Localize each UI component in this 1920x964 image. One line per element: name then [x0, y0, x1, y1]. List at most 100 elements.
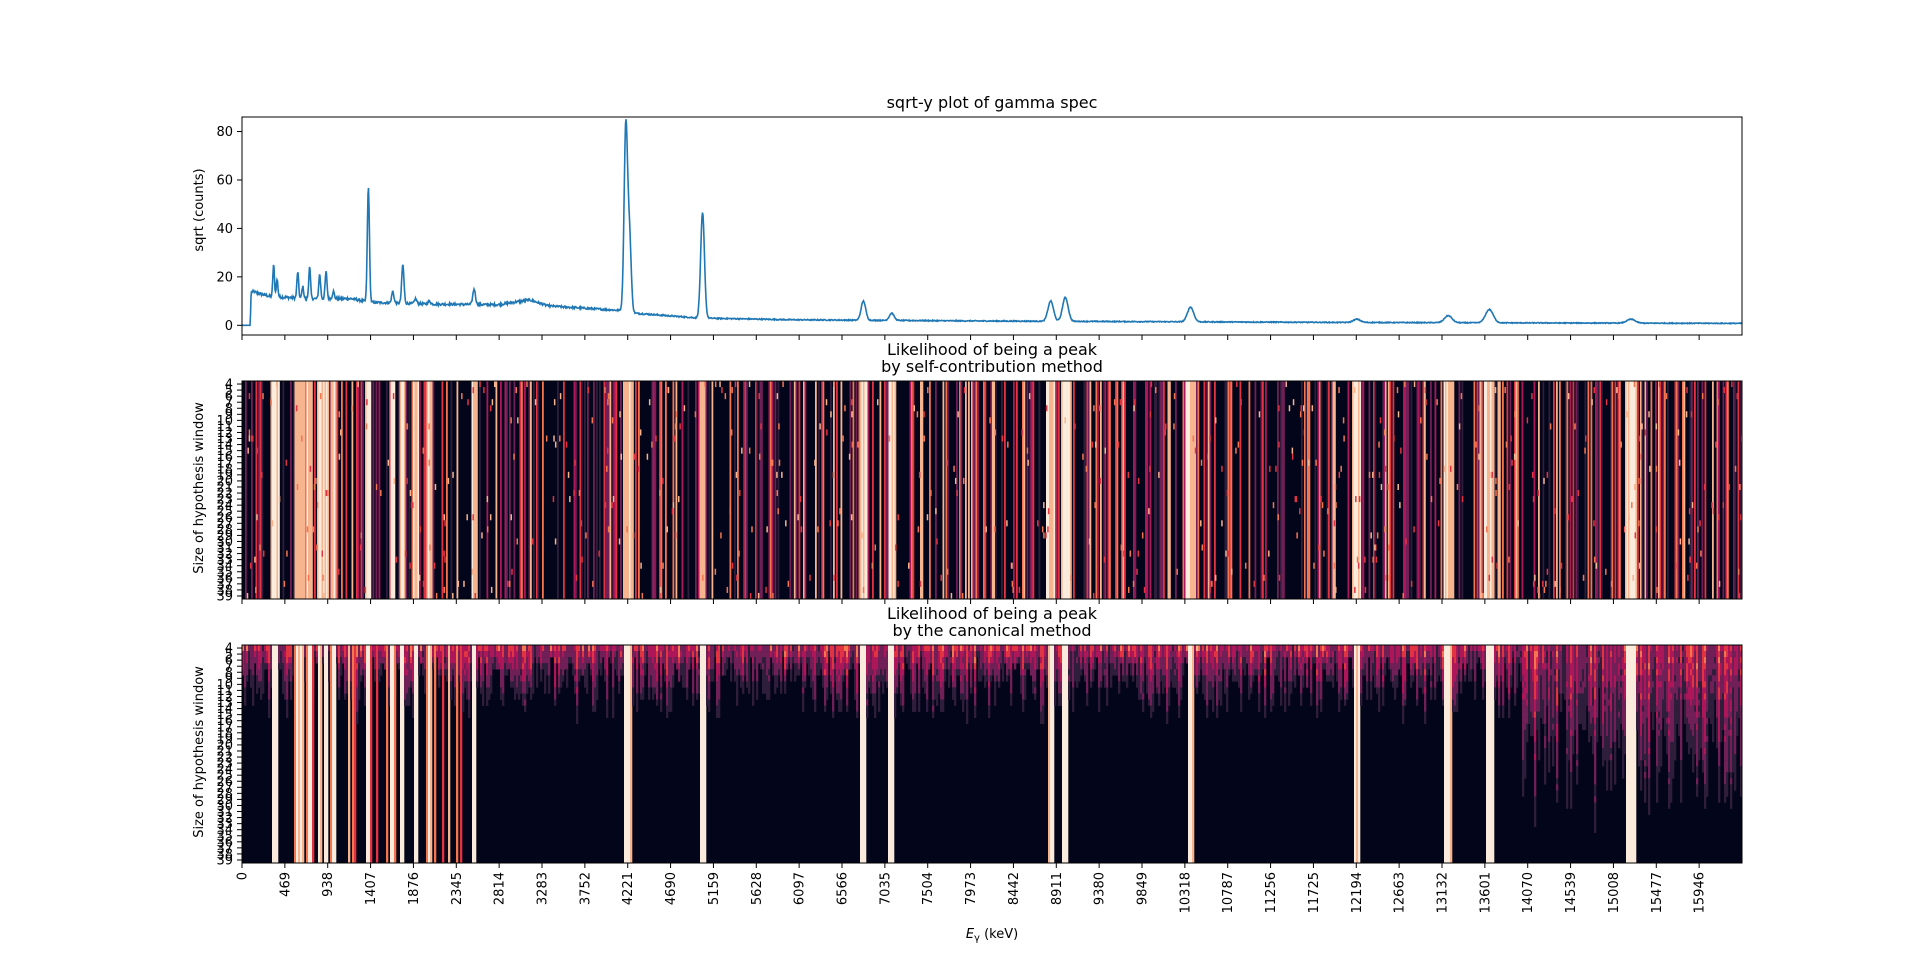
heatmap-cell	[923, 435, 926, 442]
heatmap-cell	[536, 645, 539, 652]
heatmap-cell	[446, 657, 449, 664]
heatmap-cell	[1058, 669, 1061, 676]
canonical-title-line2: by the canonical method	[892, 621, 1091, 640]
heatmap-cell	[1478, 381, 1480, 599]
heatmap-cell	[780, 651, 783, 658]
heatmap-cell	[1148, 508, 1150, 515]
heatmap-cell	[748, 669, 751, 676]
heatmap-cell	[874, 675, 877, 682]
heatmap-cell	[914, 705, 917, 712]
heatmap-cell	[772, 657, 775, 664]
heatmap-cell	[1209, 435, 1211, 442]
heatmap-cell	[502, 669, 505, 676]
heatmap-cell	[798, 663, 801, 670]
heatmap-cell	[751, 526, 753, 533]
heatmap-cell	[800, 645, 803, 652]
heatmap-cell	[615, 381, 618, 599]
heatmap-cell	[1306, 657, 1309, 664]
heatmap-cell	[682, 657, 685, 664]
heatmap-cell	[622, 657, 625, 664]
heatmap-cell	[1232, 669, 1235, 676]
heatmap-cell	[1408, 645, 1411, 652]
heatmap-cell	[652, 663, 655, 670]
heatmap-cell	[1396, 651, 1399, 658]
heatmap-cell	[1154, 663, 1157, 670]
heatmap-cell	[1024, 693, 1027, 700]
heatmap-cell	[486, 669, 489, 676]
heatmap-cell	[840, 651, 843, 658]
heatmap-cell	[966, 663, 969, 670]
heatmap-cell	[438, 651, 441, 658]
heatmap-cell	[1282, 645, 1285, 652]
heatmap-cell	[738, 490, 741, 497]
heatmap-cell	[594, 669, 597, 676]
heatmap-cell	[822, 675, 825, 682]
heatmap-cell	[282, 669, 285, 676]
heatmap-cell	[322, 592, 325, 599]
heatmap-cell	[556, 645, 559, 652]
heatmap-cell	[1374, 651, 1377, 658]
heatmap-cell	[580, 520, 583, 527]
heatmap-cell	[966, 717, 969, 725]
heatmap-cell	[722, 651, 725, 658]
heatmap-cell	[964, 663, 967, 670]
heatmap-cell	[840, 645, 843, 652]
heatmap-cell	[603, 381, 606, 599]
heatmap-cell	[512, 675, 515, 682]
heatmap-cell	[1238, 669, 1241, 676]
heatmap-cell	[1020, 645, 1023, 652]
heatmap-cell	[1617, 381, 1620, 599]
heatmap-cell	[926, 657, 929, 664]
heatmap-cell	[440, 645, 443, 652]
heatmap-cell	[1424, 387, 1427, 394]
heatmap-cell	[554, 441, 557, 448]
heatmap-cell	[1134, 651, 1137, 658]
heatmap-cell	[708, 699, 711, 706]
heatmap-cell	[1590, 381, 1593, 599]
heatmap-cell	[964, 693, 967, 700]
heatmap-cell	[840, 681, 843, 688]
heatmap-cell	[1428, 657, 1431, 664]
heatmap-cell	[926, 681, 929, 688]
heatmap-cell	[866, 693, 869, 700]
heatmap-cell	[868, 669, 871, 676]
heatmap-cell	[1358, 645, 1361, 863]
heatmap-cell	[340, 657, 343, 664]
heatmap-cell	[1343, 435, 1345, 442]
heatmap-cell	[879, 381, 882, 599]
heatmap-cell	[846, 699, 849, 706]
heatmap-cell	[1258, 681, 1261, 688]
heatmap-cell	[490, 645, 493, 652]
heatmap-cell	[462, 687, 465, 694]
heatmap-cell	[662, 657, 665, 664]
heatmap-cell	[286, 663, 289, 670]
heatmap-cell	[1076, 681, 1079, 688]
heatmap-cell	[702, 574, 704, 581]
heatmap-cell	[1404, 651, 1407, 658]
heatmap-cell	[1162, 675, 1165, 682]
heatmap-cell	[776, 669, 779, 676]
heatmap-cell	[562, 663, 565, 670]
heatmap-cell	[304, 675, 307, 682]
heatmap-cell	[522, 657, 525, 664]
heatmap-cell	[1209, 580, 1211, 587]
heatmap-cell	[636, 675, 639, 682]
heatmap-cell	[578, 490, 581, 497]
heatmap-cell	[850, 657, 853, 664]
heatmap-cell	[1108, 645, 1111, 652]
heatmap-cell	[1088, 651, 1091, 658]
heatmap-cell	[1132, 651, 1135, 658]
heatmap-cell	[1388, 544, 1390, 551]
heatmap-cell	[844, 405, 846, 412]
heatmap-cell	[654, 681, 657, 688]
heatmap-cell	[1150, 681, 1153, 688]
heatmap-cell	[834, 657, 837, 664]
heatmap-cell	[1426, 669, 1429, 676]
heatmap-cell	[1332, 657, 1335, 664]
heatmap-cell	[1150, 645, 1153, 652]
heatmap-cell	[992, 663, 995, 670]
heatmap-cell	[1319, 381, 1321, 599]
heatmap-cell	[756, 669, 759, 676]
heatmap-cell	[380, 651, 383, 658]
heatmap-cell	[886, 645, 889, 652]
